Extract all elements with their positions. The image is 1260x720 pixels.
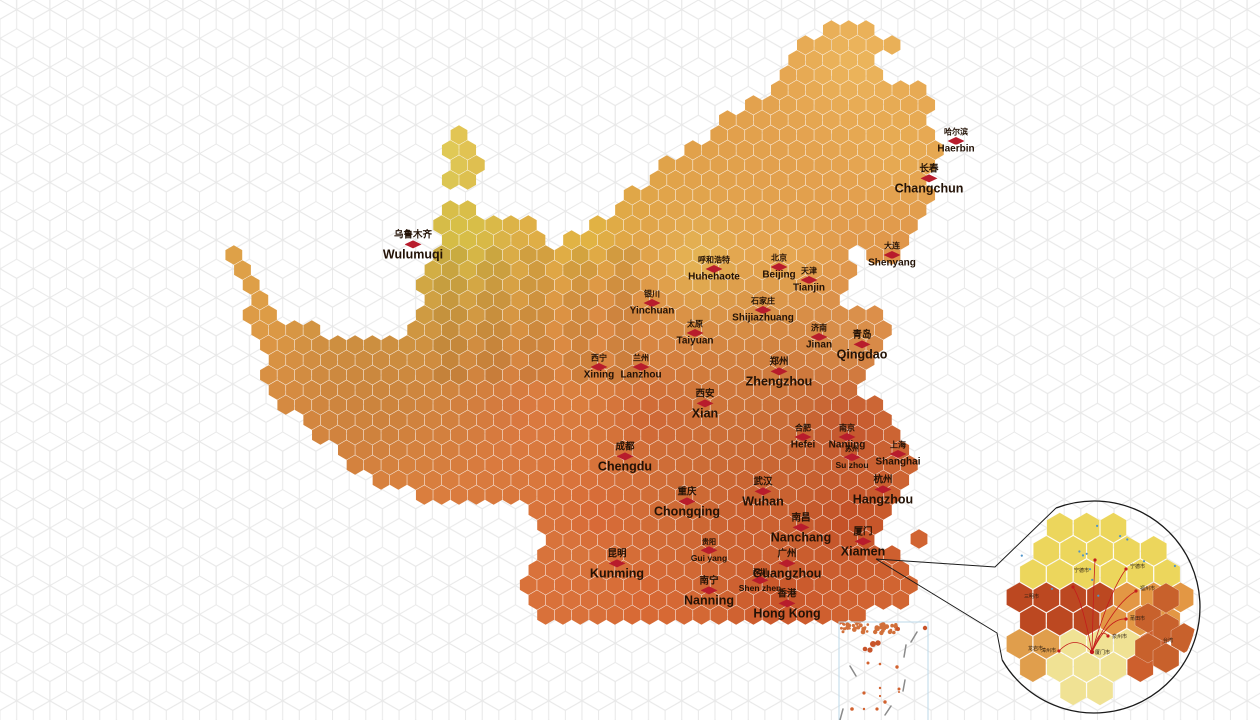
svg-text:厦门市: 厦门市 — [1095, 649, 1110, 656]
svg-text:台湾: 台湾 — [1163, 637, 1173, 644]
svg-text:福州市: 福州市 — [1140, 585, 1155, 592]
svg-text:宁德市: 宁德市 — [1130, 563, 1145, 570]
svg-text:三明市: 三明市 — [1024, 593, 1039, 600]
svg-text:宁德市: 宁德市 — [1074, 567, 1089, 574]
svg-text:莆田市: 莆田市 — [1130, 615, 1145, 622]
svg-text:漳州市: 漳州市 — [1041, 647, 1056, 654]
svg-text:泉州市: 泉州市 — [1112, 633, 1127, 640]
